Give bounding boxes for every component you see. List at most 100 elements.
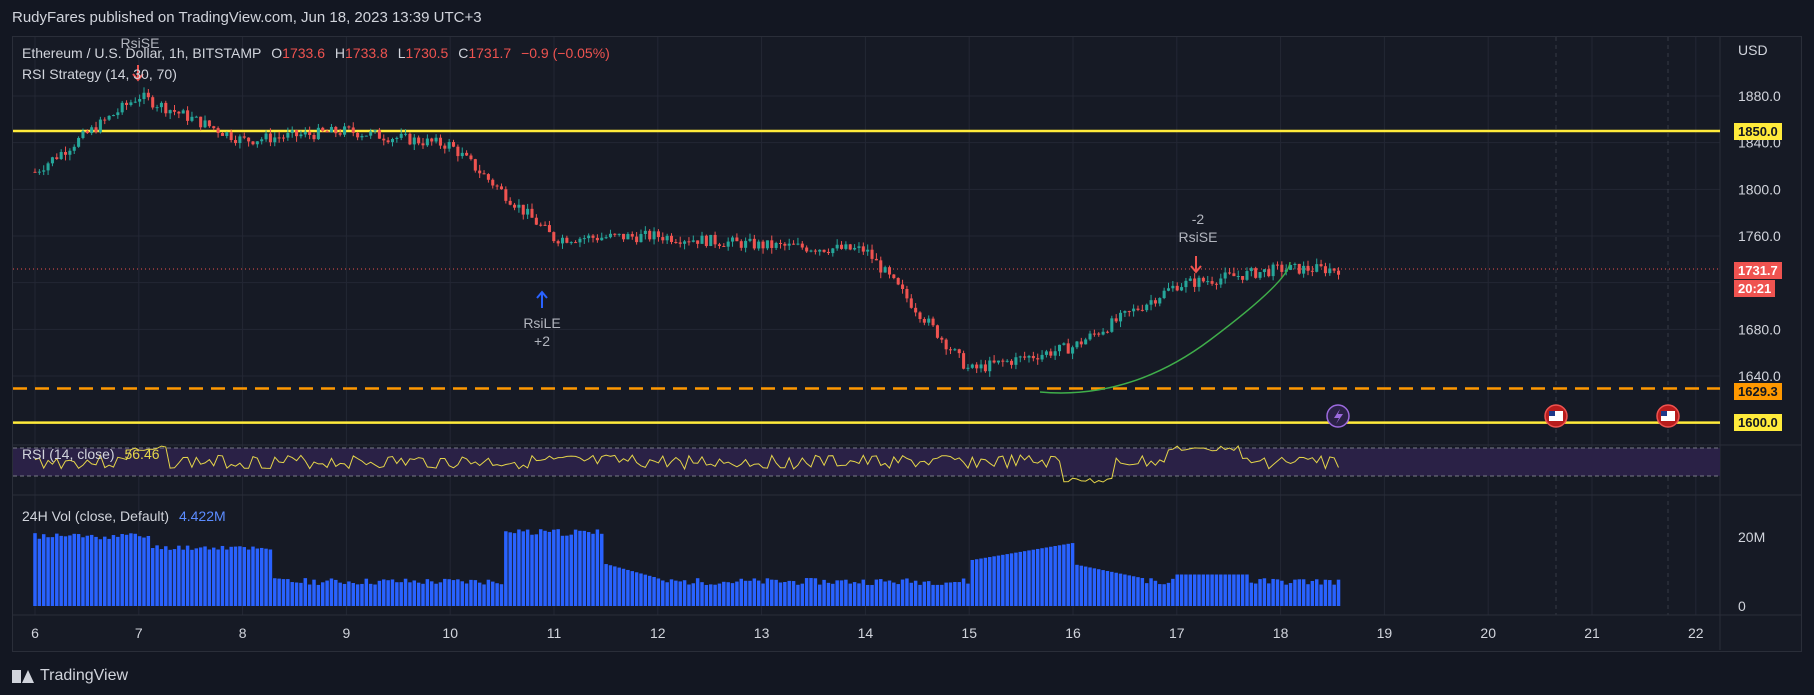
volume-bar — [499, 584, 504, 606]
candle-body — [896, 278, 900, 285]
volume-bar — [865, 584, 870, 606]
volume-bar — [203, 546, 207, 606]
volume-bar — [1079, 565, 1084, 606]
volume-bar — [992, 556, 996, 606]
strategy-legend[interactable]: RSI Strategy (14, 30, 70) — [22, 66, 183, 82]
candle-body — [591, 235, 595, 238]
candle-body — [1023, 356, 1027, 358]
date-tick-label: 13 — [754, 625, 770, 641]
volume-bar — [63, 536, 68, 606]
volume-bar — [390, 579, 395, 606]
candle-body — [770, 240, 774, 248]
volume-bar — [743, 580, 748, 606]
volume-bar — [225, 549, 229, 606]
volume-bar — [1062, 544, 1066, 606]
volume-bar — [50, 537, 55, 606]
volume-bar — [652, 576, 656, 606]
volume-bar — [730, 583, 735, 606]
date-tick-label: 15 — [961, 625, 977, 641]
candle-body — [1031, 355, 1035, 359]
lightning-glyph-icon — [1334, 409, 1343, 424]
volume-bar — [207, 549, 212, 606]
volume-bar — [783, 582, 787, 606]
candle-body — [1027, 355, 1031, 358]
volume-bar — [639, 573, 643, 606]
volume-bar — [1319, 584, 1323, 606]
candle-body — [98, 119, 102, 133]
volume-bar — [1075, 564, 1079, 606]
candle-body — [587, 235, 591, 239]
date-tick-label: 16 — [1065, 625, 1081, 641]
volume-bar — [787, 580, 791, 606]
volume-bar — [486, 579, 491, 606]
candle-body — [177, 111, 181, 114]
volume-bar — [861, 579, 866, 606]
candle-body — [321, 127, 325, 132]
volume-bar — [334, 579, 338, 606]
candle-body — [504, 189, 508, 201]
short-signal-qty: -2 — [1192, 211, 1205, 227]
candle-body — [1127, 311, 1131, 313]
volume-bar — [155, 545, 159, 606]
candle-body — [892, 274, 896, 279]
volume-bar — [33, 533, 37, 606]
candle-body — [72, 146, 76, 151]
volume-bar — [246, 549, 251, 606]
volume-bar — [159, 549, 164, 606]
candle-body — [809, 250, 813, 252]
volume-bar — [1014, 552, 1018, 606]
candle-body — [709, 234, 713, 246]
candle-body — [1197, 277, 1201, 287]
volume-bar — [364, 578, 369, 606]
volume-bar — [974, 559, 979, 606]
volume-bar — [1009, 553, 1014, 606]
volume-bar — [1306, 584, 1310, 606]
volume-bar — [552, 529, 556, 606]
volume-tick-label: 20M — [1738, 529, 1765, 545]
volume-bar — [831, 583, 835, 606]
volume-bar — [1110, 571, 1114, 606]
candle-body — [1336, 270, 1341, 275]
volume-bar — [382, 579, 386, 606]
volume-bar — [238, 546, 242, 606]
volume-bar — [1022, 551, 1027, 606]
candle-body — [656, 231, 660, 238]
volume-bar — [273, 578, 277, 606]
candle-body — [792, 243, 796, 245]
candle-body — [1162, 290, 1166, 299]
volume-bar — [935, 584, 940, 606]
volume-bar — [1284, 584, 1288, 606]
candle-body — [312, 134, 316, 140]
volume-bar — [813, 578, 818, 606]
rsi-legend[interactable]: RSI (14, close) 56.46 — [22, 446, 166, 462]
chart-frame[interactable] — [12, 36, 1802, 652]
candle-body — [1328, 268, 1332, 274]
open-value: 1733.6 — [282, 45, 325, 61]
candle-body — [639, 234, 643, 243]
volume-bar — [1262, 578, 1267, 606]
volume-legend[interactable]: 24H Vol (close, Default) 4.422M — [22, 508, 232, 524]
volume-bar — [368, 583, 373, 606]
volume-bar — [1066, 543, 1070, 606]
tradingview-brand[interactable]: TradingView — [12, 667, 128, 685]
candle-body — [1275, 264, 1280, 266]
volume-bar — [416, 582, 421, 606]
candle-body — [443, 145, 447, 149]
volume-bar — [600, 533, 604, 606]
candle-body — [608, 233, 612, 238]
volume-bar — [1031, 549, 1036, 606]
candle-body — [417, 137, 421, 144]
volume-bar — [604, 564, 608, 606]
candle-body — [264, 133, 268, 140]
volume-bar — [264, 548, 268, 606]
volume-bar — [874, 579, 879, 606]
volume-bar — [216, 549, 220, 606]
top-signal-label: RsiSE — [121, 35, 160, 51]
candle-body — [778, 242, 783, 244]
volume-bar — [438, 582, 443, 606]
volume-bar — [695, 578, 700, 606]
candle-body — [399, 133, 403, 138]
symbol-legend[interactable]: Ethereum / U.S. Dollar, 1h, BITSTAMP O17… — [22, 45, 616, 61]
volume-bar — [451, 580, 456, 606]
